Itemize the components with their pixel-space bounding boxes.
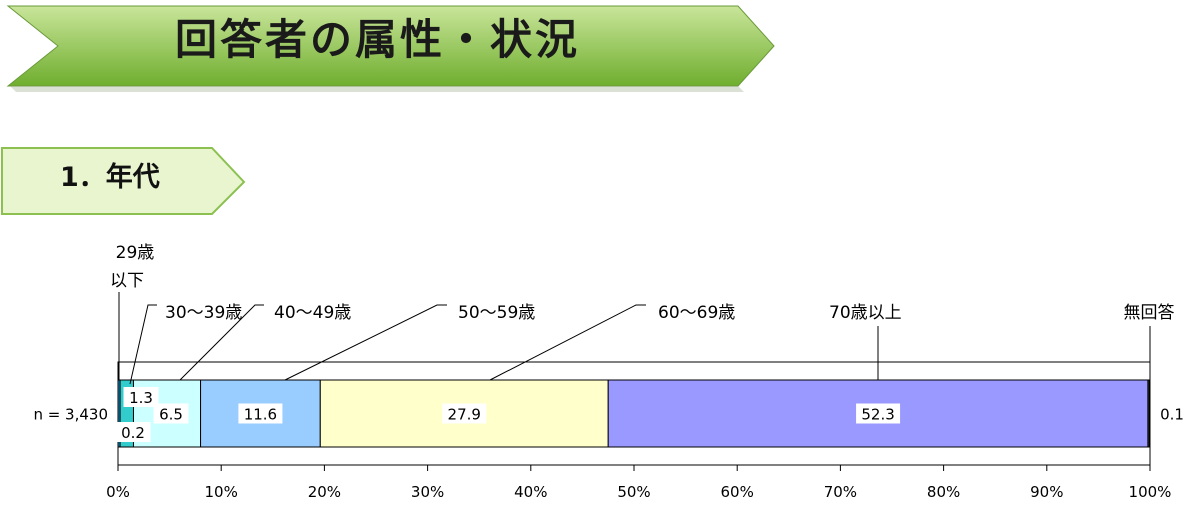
category-label-40s: 40～49歳 <box>274 303 351 323</box>
category-label-29-line2: 以下 <box>110 271 144 291</box>
x-tick-label: 60% <box>721 483 754 501</box>
data-label-29: 0.2 <box>121 424 145 442</box>
category-label-none: 無回答 <box>1124 303 1175 323</box>
leader-line-30s <box>130 305 157 384</box>
data-label-60s: 27.9 <box>448 406 481 424</box>
x-tick-label: 0% <box>106 483 130 501</box>
data-label-none: 0.1 <box>1160 406 1184 424</box>
page-title: 回答者の属性・状況 <box>175 10 635 70</box>
category-label-60s: 60～69歳 <box>658 303 735 323</box>
category-label-50s: 50～59歳 <box>458 303 535 323</box>
x-tick-label: 50% <box>617 483 650 501</box>
x-tick-label: 90% <box>1030 483 1063 501</box>
x-tick-label: 20% <box>308 483 341 501</box>
data-label-70s: 52.3 <box>861 406 894 424</box>
category-label-30s: 30～39歳 <box>165 303 242 323</box>
x-tick-label: 30% <box>411 483 444 501</box>
section-heading: 1．年代 <box>60 148 160 208</box>
x-tick-label: 80% <box>927 483 960 501</box>
row-label: n = 3,430 <box>33 406 108 424</box>
x-tick-label: 100% <box>1129 483 1172 501</box>
x-tick-label: 70% <box>824 483 857 501</box>
x-tick-label: 40% <box>514 483 547 501</box>
category-label-29: 29歳 <box>116 243 155 263</box>
bar-segment <box>1148 380 1150 447</box>
data-label-30s: 1.3 <box>129 389 153 407</box>
age-distribution-chart: 0.2 1.3 6.5 11.6 27.9 52.3 0.1 n = 3,430 0% 10% 20… <box>0 230 1193 519</box>
category-label-70s: 70歳以上 <box>829 303 902 323</box>
data-label-40s: 6.5 <box>159 406 183 424</box>
x-tick-label: 10% <box>205 483 238 501</box>
data-label-50s: 11.6 <box>244 406 277 424</box>
